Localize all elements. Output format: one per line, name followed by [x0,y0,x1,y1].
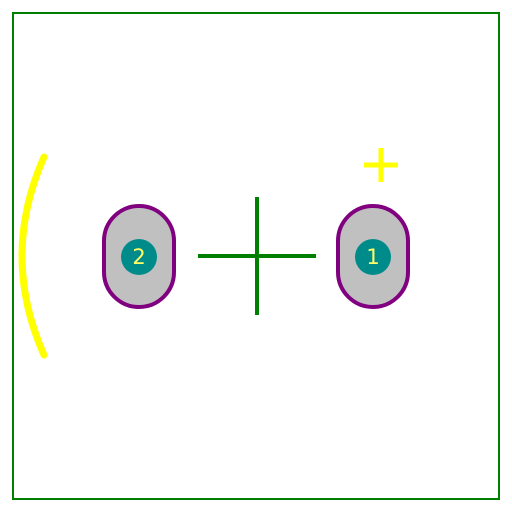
pad-1[interactable]: 1 [336,204,410,309]
courtyard-outline [12,12,500,500]
polarity-plus-mark [364,148,398,182]
pad-2[interactable]: 2 [102,204,176,309]
crosshair-icon [198,197,316,315]
pad-2-number: 2 [132,245,145,269]
pad-2-drill [121,239,157,275]
pad-1-number: 1 [366,245,379,269]
silkscreen-arc [18,153,48,359]
pad-1-drill [355,239,391,275]
